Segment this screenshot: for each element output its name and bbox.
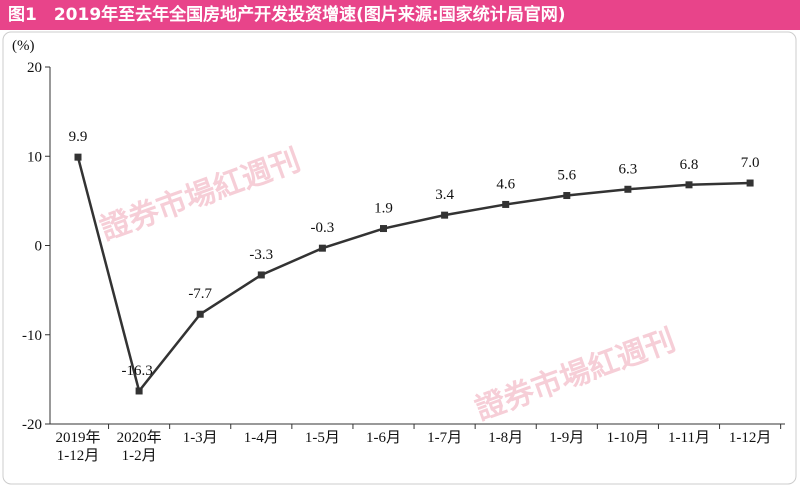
data-label: 4.6	[496, 176, 515, 192]
x-tick-label: 1-3月	[183, 430, 218, 446]
data-label: 9.9	[69, 129, 88, 145]
y-tick-label: -10	[22, 328, 42, 344]
data-label: -16.3	[121, 363, 152, 379]
x-tick-label: 1-6月	[366, 430, 401, 446]
data-label: 6.8	[680, 157, 699, 173]
point	[441, 211, 449, 219]
data-label: 6.3	[619, 161, 638, 177]
data-label: 1.9	[374, 201, 393, 217]
x-tick-label: 1-11月	[668, 430, 710, 446]
x-tick-label: 2019年 1-12月	[55, 429, 100, 464]
point	[685, 181, 693, 189]
point	[257, 271, 265, 279]
x-tick-label: 1-9月	[549, 430, 584, 446]
line	[76, 156, 751, 394]
x-tick-label: 1-8月	[488, 430, 523, 446]
data-label: -0.3	[311, 220, 335, 236]
x-tick-label: 1-4月	[244, 430, 279, 446]
point	[135, 387, 143, 395]
data-label: -7.7	[188, 286, 212, 302]
frame	[2, 31, 797, 485]
point	[196, 310, 204, 318]
x-tick-label: 1-10月	[607, 430, 650, 446]
point	[624, 185, 632, 193]
point	[563, 192, 571, 200]
y-axis-label: (%)	[12, 38, 35, 54]
x-tick-label: 1-5月	[305, 430, 340, 446]
x-tick-label: 2020年 1-2月	[117, 429, 162, 464]
y-tick-label: 0	[35, 239, 43, 255]
data-label: -3.3	[249, 247, 273, 263]
point	[74, 153, 82, 161]
data-label: 5.6	[557, 168, 576, 184]
watermark: 證券市場紅週刊	[471, 323, 680, 428]
point	[380, 225, 387, 233]
point	[746, 179, 754, 187]
y-tick-label: 10	[27, 149, 42, 165]
chart-title: 图1 2019年至去年全国房地产开发投资增速(图片来源:国家统计局官网)	[0, 0, 800, 30]
x-tick-label: 1-12月	[729, 430, 772, 446]
y-tick-label: -20	[22, 417, 42, 433]
data-label: 3.4	[435, 187, 454, 203]
watermark: 證券市場紅週刊	[96, 143, 305, 248]
data-label: 7.0	[741, 155, 760, 171]
point	[318, 244, 326, 252]
point	[502, 200, 510, 208]
x-tick-label: 1-7月	[427, 430, 462, 446]
y-tick-label: 20	[27, 60, 42, 76]
